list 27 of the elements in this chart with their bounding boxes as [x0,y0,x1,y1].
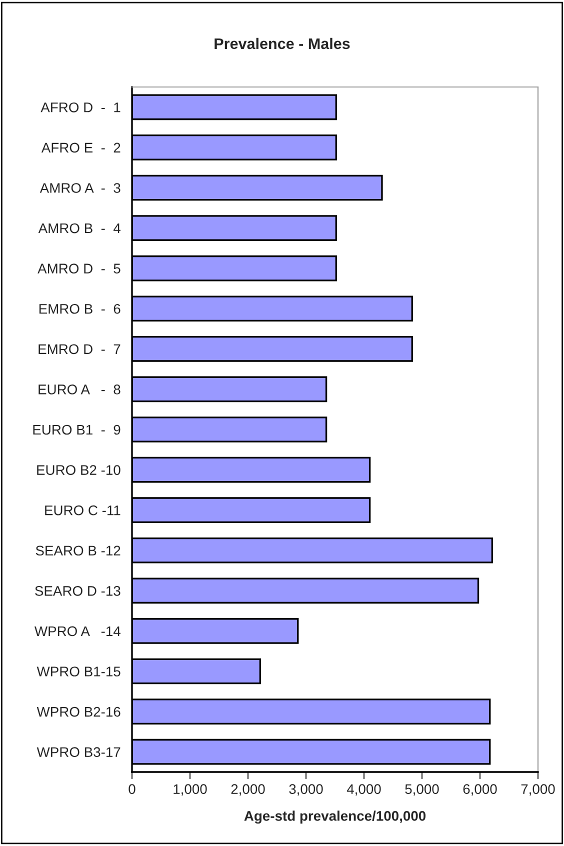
y-tick-label: SEARO B -12 [36,546,120,556]
y-tick-label: EMRO D - 7 [38,344,120,354]
x-tick-label: 5,000 [405,784,439,796]
x-tick-label: 7,000 [521,784,555,796]
y-tick-label: EURO B1 - 9 [33,424,120,435]
x-tick-label: 1,000 [174,784,207,796]
y-tick-label: WPRO B3-17 [36,747,120,758]
x-tick-label: 3,000 [289,784,323,796]
y-tick-label: WPRO B1-15 [36,666,120,676]
x-tick-label: 2,000 [231,784,265,796]
y-tick-label: AMRO D - 5 [38,264,120,274]
y-tick-label: EURO A - 8 [38,384,120,394]
y-tick-label: EMRO B - 6 [39,304,120,314]
y-tick-label: EURO B2 -10 [37,465,120,475]
x-axis-title: Age-std prevalence/100,000 [244,810,426,824]
y-tick-label: WPRO A -14 [34,626,120,636]
y-tick-label: WPRO B2-16 [36,706,120,717]
y-tick-label: SEARO D -13 [35,586,120,596]
y-tick-label: AFRO E - 2 [41,142,120,153]
y-tick-label: EURO C -11 [45,505,120,516]
x-tick-label: 4,000 [346,784,381,796]
chart-title: Prevalence - Males [214,38,350,50]
y-tick-label: AMRO A - 3 [40,183,120,193]
y-tick-label: AFRO D - 1 [40,102,120,112]
x-tick-label: 0 [128,784,136,794]
x-tick-label: 6,000 [463,784,497,796]
y-tick-label: AMRO B - 4 [38,223,120,234]
